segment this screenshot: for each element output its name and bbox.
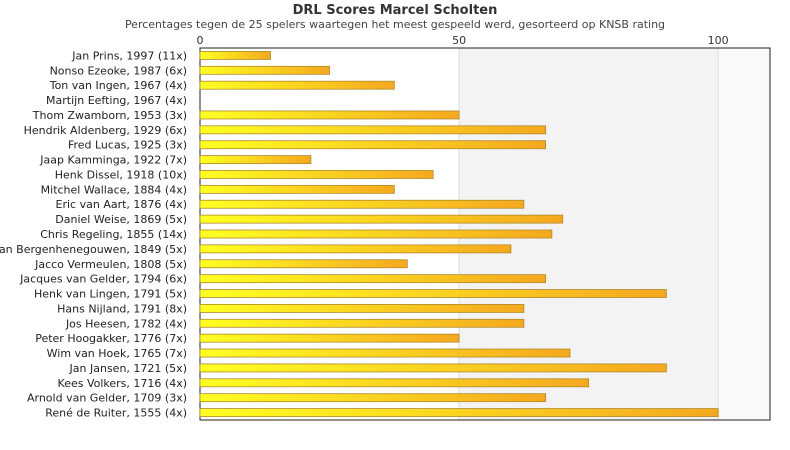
plot-background xyxy=(200,48,770,420)
category-label: Hendrik Aldenberg, 1929 (6x) xyxy=(24,124,187,137)
category-label: Wim van Hoek, 1765 (7x) xyxy=(47,347,187,360)
category-label: Jan Jansen, 1721 (5x) xyxy=(69,362,187,375)
bar xyxy=(199,333,460,343)
bar xyxy=(199,378,590,388)
category-label: Jaap Kamminga, 1922 (7x) xyxy=(39,154,187,167)
bar xyxy=(199,51,271,60)
plot-band xyxy=(718,48,770,420)
category-label: Daniel Weise, 1869 (5x) xyxy=(55,213,187,226)
bar xyxy=(199,229,553,239)
bar xyxy=(199,80,395,90)
bar xyxy=(199,393,547,403)
category-label: Thom Zwamborn, 1953 (3x) xyxy=(32,109,187,122)
bar xyxy=(199,170,434,179)
category-label: Chris Regeling, 1855 (14x) xyxy=(40,228,187,241)
bar xyxy=(199,110,460,120)
bar xyxy=(199,318,525,328)
category-label: Nonso Ezeoke, 1987 (6x) xyxy=(50,64,187,77)
category-label: Jacques van Gelder, 1794 (6x) xyxy=(19,273,187,286)
category-label: Martijn Eefting, 1967 (4x) xyxy=(46,94,187,107)
category-label: Fred Lucas, 1925 (3x) xyxy=(68,139,187,152)
category-label: Jacco Vermeulen, 1808 (5x) xyxy=(34,258,187,271)
bar xyxy=(199,303,525,313)
category-label: Hans Nijland, 1791 (8x) xyxy=(57,302,187,315)
bar xyxy=(199,155,312,165)
bar xyxy=(199,408,719,417)
bar xyxy=(199,363,667,373)
category-label: Kees van Bergenhenegouwen, 1849 (5x) xyxy=(0,243,187,256)
category-labels: Jan Prins, 1997 (11x) Nonso Ezeoke, 1987 … xyxy=(0,49,187,419)
bar xyxy=(199,274,547,284)
x-tick-label: 100 xyxy=(708,34,729,47)
category-label: Kees Volkers, 1716 (4x) xyxy=(58,377,187,390)
x-tick-label: 0 xyxy=(197,34,204,47)
bar xyxy=(199,199,525,209)
bars xyxy=(199,51,719,417)
bar xyxy=(199,289,667,298)
category-label: Jos Heesen, 1782 (4x) xyxy=(65,317,187,330)
category-label: Mitchel Wallace, 1884 (4x) xyxy=(41,183,187,196)
category-label: Peter Hoogakker, 1776 (7x) xyxy=(35,332,187,345)
bar xyxy=(199,125,547,135)
bar xyxy=(199,244,512,254)
category-label: Arnold van Gelder, 1709 (3x) xyxy=(27,392,187,405)
category-label: Henk Dissel, 1918 (10x) xyxy=(55,168,187,181)
x-tick-labels: 0 50 100 xyxy=(197,34,729,47)
chart-subtitle: Percentages tegen de 25 spelers waartege… xyxy=(124,18,666,31)
category-label: Eric van Aart, 1876 (4x) xyxy=(56,198,187,211)
category-label: Ton van Ingen, 1967 (4x) xyxy=(49,79,187,92)
category-label: René de Ruiter, 1555 (4x) xyxy=(45,407,187,420)
bar xyxy=(199,140,547,150)
bar xyxy=(199,259,408,269)
category-label: Jan Prins, 1997 (11x) xyxy=(71,49,187,62)
x-tick-label: 50 xyxy=(452,34,466,47)
chart-title: DRL Scores Marcel Scholten xyxy=(292,3,498,18)
bar xyxy=(199,348,571,358)
bar xyxy=(199,65,330,75)
category-label: Henk van Lingen, 1791 (5x) xyxy=(34,288,187,301)
bar xyxy=(199,214,564,224)
bar xyxy=(199,184,395,194)
